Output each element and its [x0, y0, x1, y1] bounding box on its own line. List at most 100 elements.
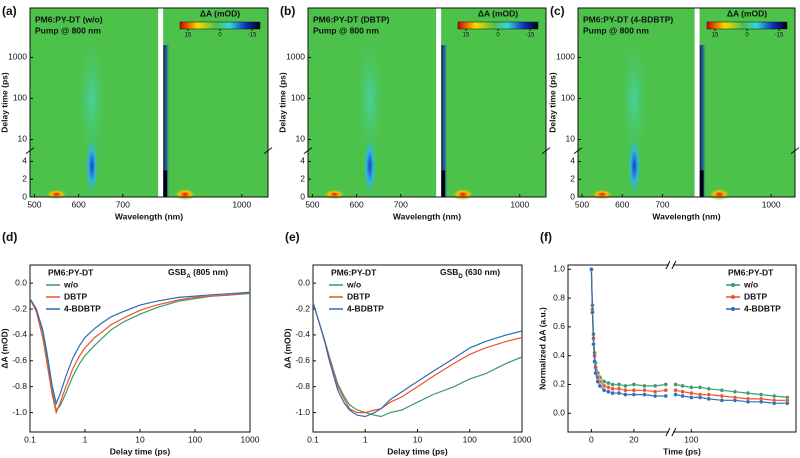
heatmap-feature — [591, 189, 614, 200]
x-tick-label: 700 — [655, 199, 669, 209]
series-marker — [689, 395, 694, 400]
colorbar — [179, 21, 261, 30]
legend-label: DBTP — [347, 291, 370, 301]
series-marker — [732, 398, 738, 403]
x-tick-label: 100 — [188, 434, 202, 444]
heatmap-feature — [708, 188, 731, 201]
y-tick-label: 0.0 — [298, 277, 310, 287]
series-marker — [601, 388, 607, 393]
series-marker — [732, 389, 738, 394]
series-line — [29, 292, 251, 412]
series-marker — [616, 382, 622, 387]
x-tick-label: 500 — [305, 199, 319, 209]
colorbar-title: ΔA (mOD) — [727, 8, 767, 18]
legend-label: w/o — [743, 279, 758, 289]
series-marker — [680, 389, 685, 394]
y-axis-title: Delay time (ps) — [277, 72, 287, 133]
plot-frame — [307, 7, 547, 198]
series-marker — [590, 310, 595, 315]
series-marker — [663, 393, 668, 399]
series-marker — [719, 393, 725, 399]
y-axis-title: ΔA (mOD) — [282, 328, 292, 368]
legend-label: DBTP — [744, 291, 767, 301]
series-line — [29, 291, 251, 406]
heatmap-feature — [323, 189, 346, 200]
series-marker — [745, 399, 751, 404]
series-marker — [689, 390, 694, 396]
annotation-part: (805 nm) — [191, 267, 228, 277]
plot-frame — [567, 264, 797, 433]
legend-swatch — [731, 295, 735, 299]
annotation-part: (630 nm) — [463, 267, 500, 277]
y-tick-label: -1.0 — [295, 407, 310, 417]
series-marker — [606, 385, 611, 390]
panel-subtitle: Pump @ 800 nm — [35, 25, 101, 35]
heatmap-background — [578, 8, 795, 197]
y-tick-label: 4 — [570, 156, 575, 166]
y-tick-label: -0.8 — [295, 381, 310, 391]
axis-break-mark — [665, 427, 671, 437]
series-marker — [610, 386, 615, 391]
x-tick-label: 20 — [629, 434, 639, 444]
colorbar-title: ΔA (mOD) — [200, 8, 240, 18]
series-marker — [601, 383, 607, 389]
colorbar-tick-label: -15 — [775, 33, 784, 39]
y-tick-label: 0.0 — [553, 408, 565, 418]
series-marker — [652, 389, 658, 394]
colorbar-tick-label: 15 — [185, 33, 192, 39]
y-tick-label: 2 — [22, 173, 27, 183]
x-axis-title: Wavelength (nm) — [393, 211, 461, 221]
axis-break-mark — [263, 147, 273, 155]
y-tick-label: 0.4 — [553, 350, 565, 360]
series-marker — [758, 399, 764, 404]
legend-swatch — [731, 307, 735, 311]
x-tick-label: 1000 — [241, 434, 260, 444]
colorbar-title: ΔA (mOD) — [478, 8, 518, 18]
colorbar-tick-label: 15 — [463, 33, 470, 39]
series-marker — [597, 383, 603, 389]
legend-label: 4-BDBTP — [347, 303, 384, 313]
series-marker — [772, 393, 777, 399]
axis-break-mark — [665, 260, 671, 270]
series-marker — [706, 386, 711, 391]
series-marker — [719, 388, 725, 393]
y-tick-label: 0 — [300, 191, 305, 201]
series-marker — [595, 379, 600, 384]
x-axis-title: Delay time (ps) — [387, 446, 448, 456]
heatmap-feature — [353, 28, 386, 169]
heatmap-feature — [618, 28, 651, 169]
y-tick-label: -0.4 — [12, 329, 27, 339]
x-tick-label: 10 — [135, 434, 145, 444]
heatmap-feature — [84, 133, 99, 199]
heatmap-feature — [699, 170, 704, 197]
y-tick-label: 0 — [22, 191, 27, 201]
annotation-part: GSB — [440, 267, 458, 277]
axis-break-mark — [25, 147, 35, 155]
legend-label: DBTP — [64, 291, 87, 301]
y-axis-title: ΔA (mOD) — [0, 328, 9, 368]
x-tick-label: 1000 — [762, 199, 781, 209]
series-marker — [706, 392, 711, 397]
axis-break-gap — [436, 8, 442, 197]
series-marker — [642, 383, 647, 389]
y-tick-label: -0.8 — [12, 381, 27, 391]
y-tick-label: 10 — [296, 134, 306, 144]
legend-swatch — [731, 283, 735, 287]
y-tick-label: 4 — [300, 156, 305, 166]
x-tick-label: 1 — [363, 434, 368, 444]
series-marker — [785, 401, 790, 406]
series-marker — [642, 392, 647, 397]
panel-label: (a) — [2, 4, 17, 18]
panel-label: (b) — [280, 4, 295, 18]
series-marker — [689, 385, 694, 390]
x-tick-label: 0.1 — [24, 434, 36, 444]
heatmap-feature — [441, 45, 448, 198]
series-line — [29, 291, 251, 415]
axis-break-mark — [541, 147, 551, 155]
colorbar-tick-label: 0 — [496, 33, 500, 39]
series-line — [312, 302, 523, 414]
legend-label: w/o — [63, 279, 78, 289]
panel-label: (e) — [285, 230, 300, 244]
series-marker — [591, 342, 596, 347]
x-tick-label: 1000 — [232, 199, 251, 209]
